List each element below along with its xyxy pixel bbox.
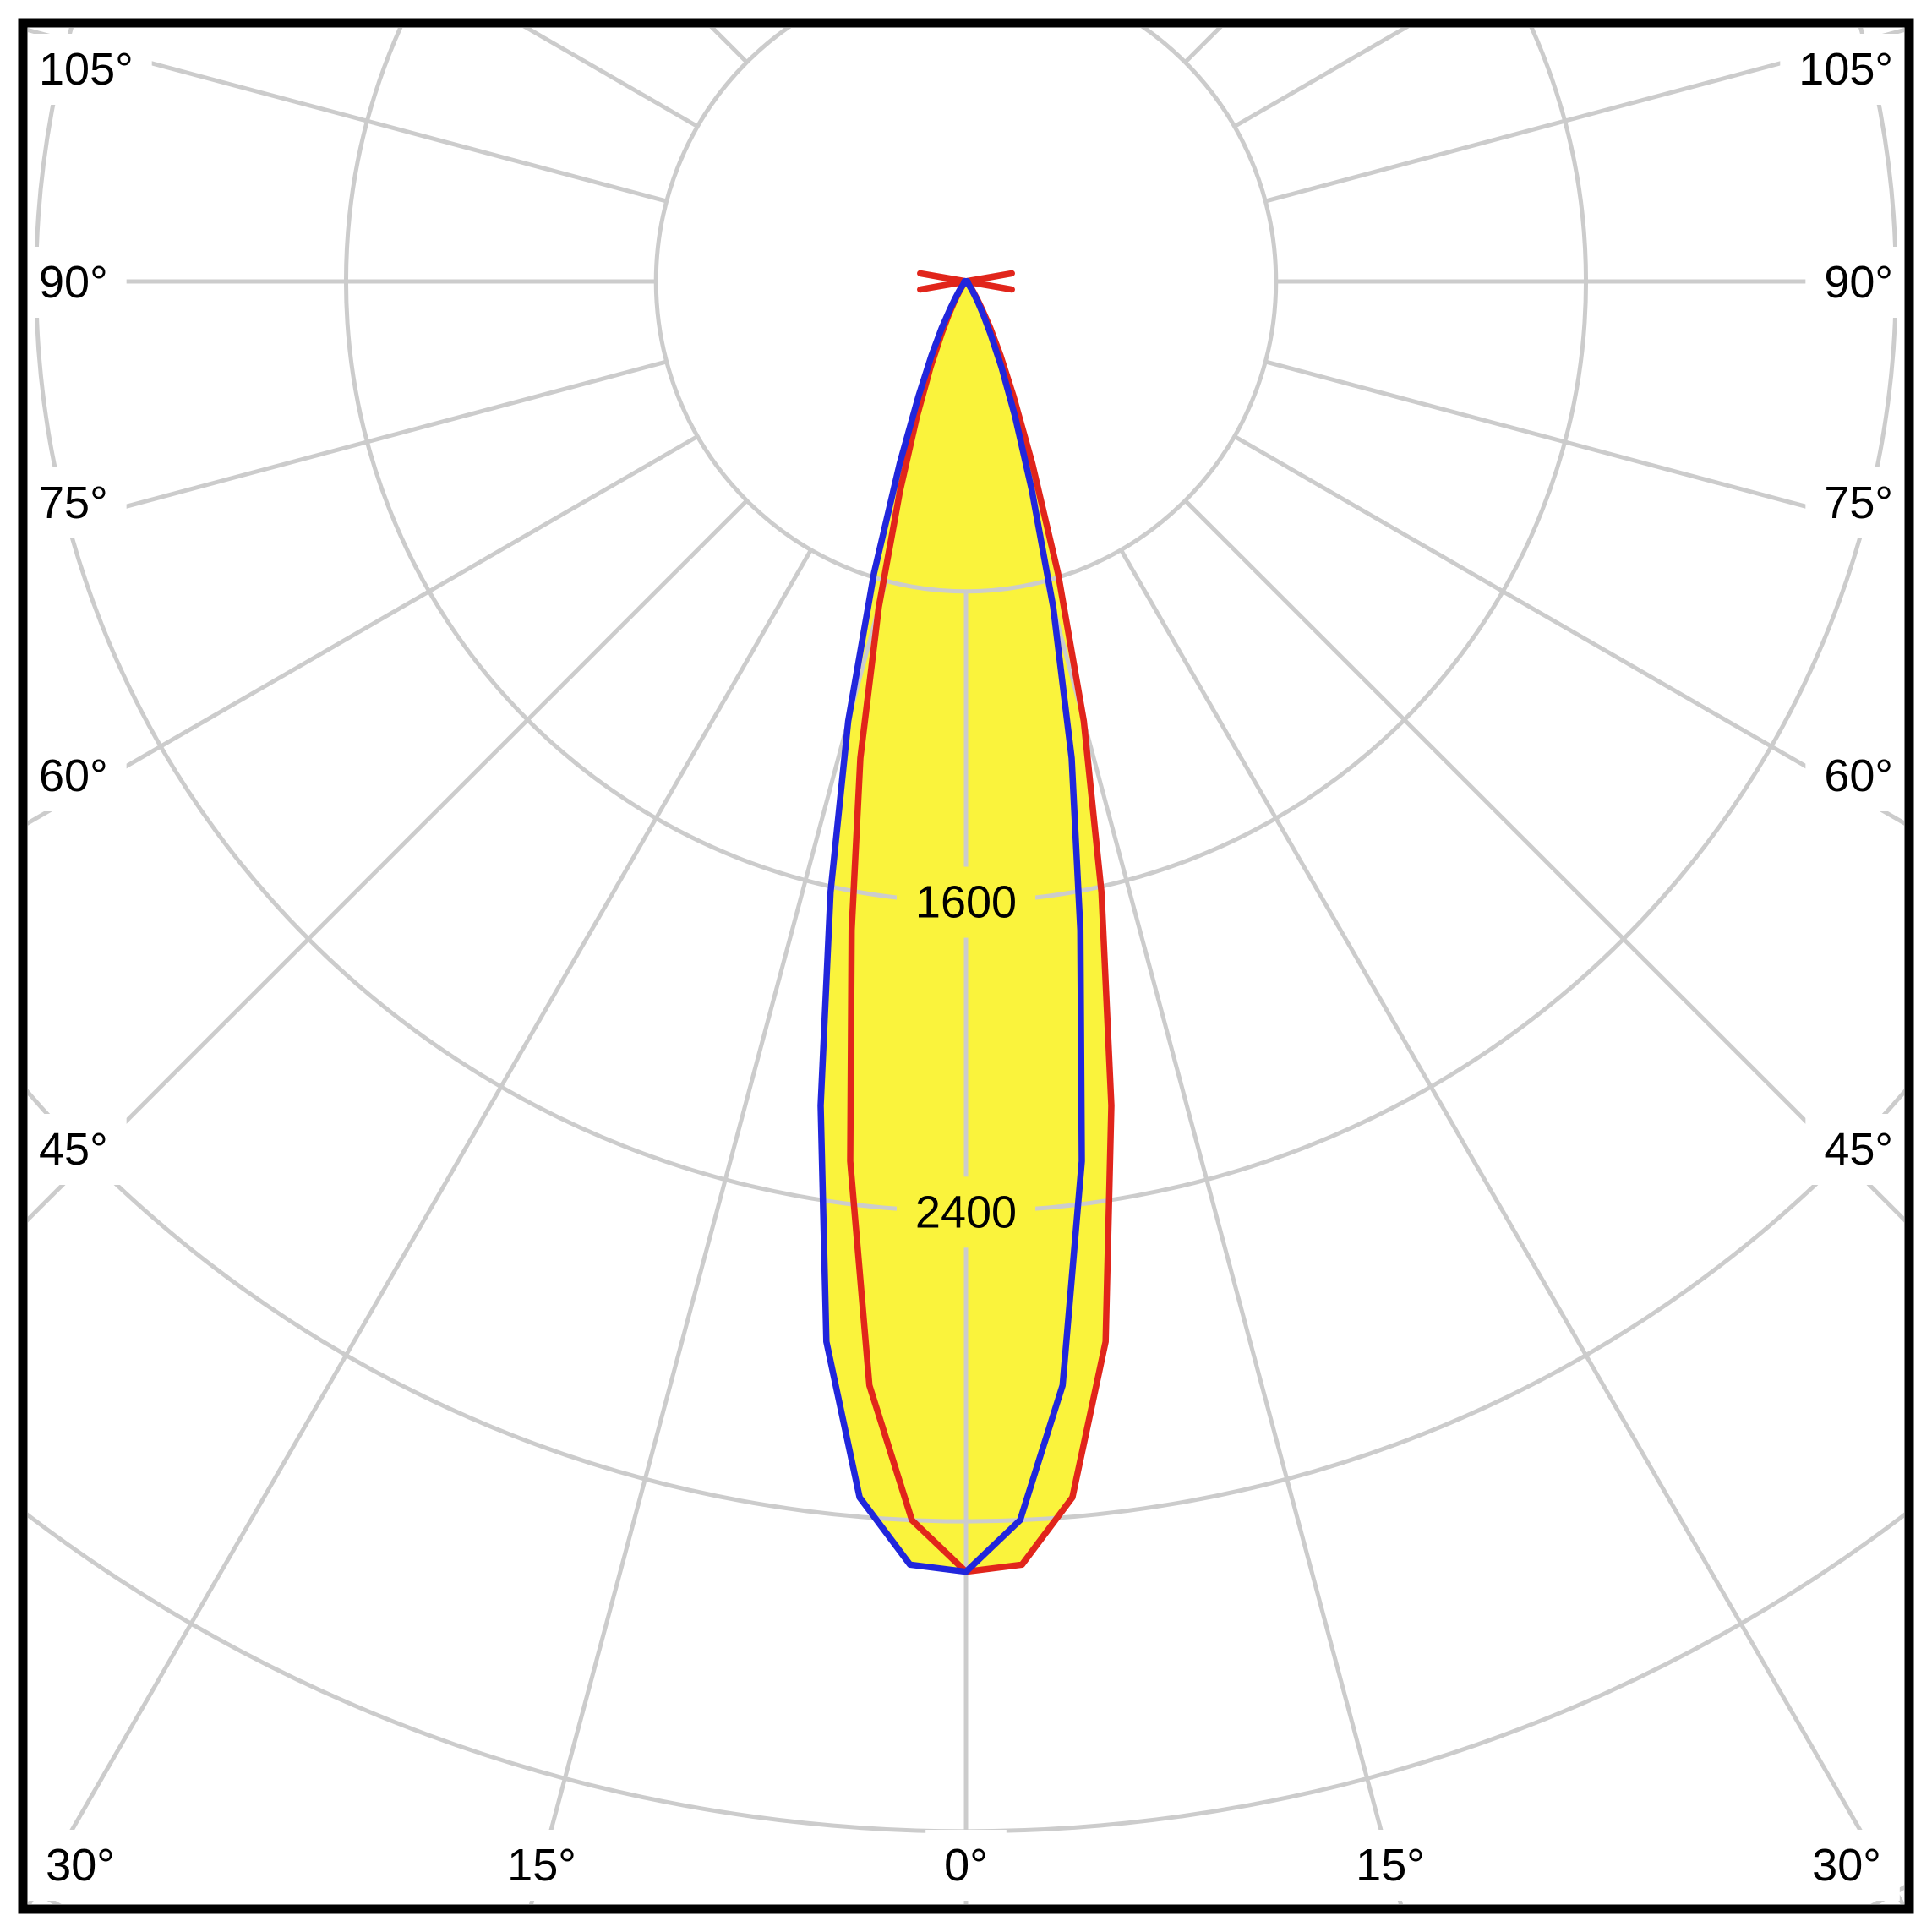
chart-frame (18, 18, 1914, 1914)
angle-label-right-75: 75° (1824, 478, 1893, 528)
ring-label-1600: 1600 (915, 877, 1017, 928)
radial-line-60 (1233, 434, 1904, 826)
angle-label-left-75: 75° (39, 478, 108, 528)
radial-line--75 (28, 359, 668, 536)
angle-label-bottom-2-0: 0° (944, 1840, 988, 1891)
angle-label-left-60: 60° (39, 750, 108, 801)
radial-line--15 (528, 580, 888, 1904)
radial-line-30 (1119, 548, 1904, 1904)
angle-label-bottom-4-30: 30° (1812, 1840, 1881, 1891)
angle-label-left-90: 90° (39, 257, 108, 308)
intensity-curves (817, 270, 1115, 1575)
radial-line--45 (28, 499, 749, 1223)
angle-label-right-105: 105° (1798, 44, 1893, 95)
radial-line--30 (28, 548, 813, 1904)
axis-labels: 105° 90° 75° 60° 45° 105° 90° 75° 60° 45° 30° 15° 0°… (39, 44, 1893, 1891)
radial-line--60 (28, 434, 699, 826)
ring-label-2400: 2400 (915, 1187, 1017, 1237)
radial-line-105 (1264, 28, 1904, 204)
radial-line--105 (28, 28, 668, 204)
radial-line-45 (1183, 499, 1904, 1223)
angle-label-left-105: 105° (39, 44, 134, 95)
angle-label-right-90: 90° (1824, 257, 1893, 308)
radial-line-15 (1044, 580, 1404, 1904)
angle-label-right-60: 60° (1824, 750, 1893, 801)
angle-label-left-45: 45° (39, 1124, 108, 1175)
angle-label-right-45: 45° (1824, 1124, 1893, 1175)
angle-label-bottom-3-15: 15° (1356, 1840, 1425, 1891)
radial-line-75 (1264, 359, 1904, 536)
blue-curve (817, 277, 1085, 1575)
angle-label-bottom-1-15: 15° (507, 1840, 576, 1891)
angle-label-bottom-0-30: 30° (46, 1840, 115, 1891)
